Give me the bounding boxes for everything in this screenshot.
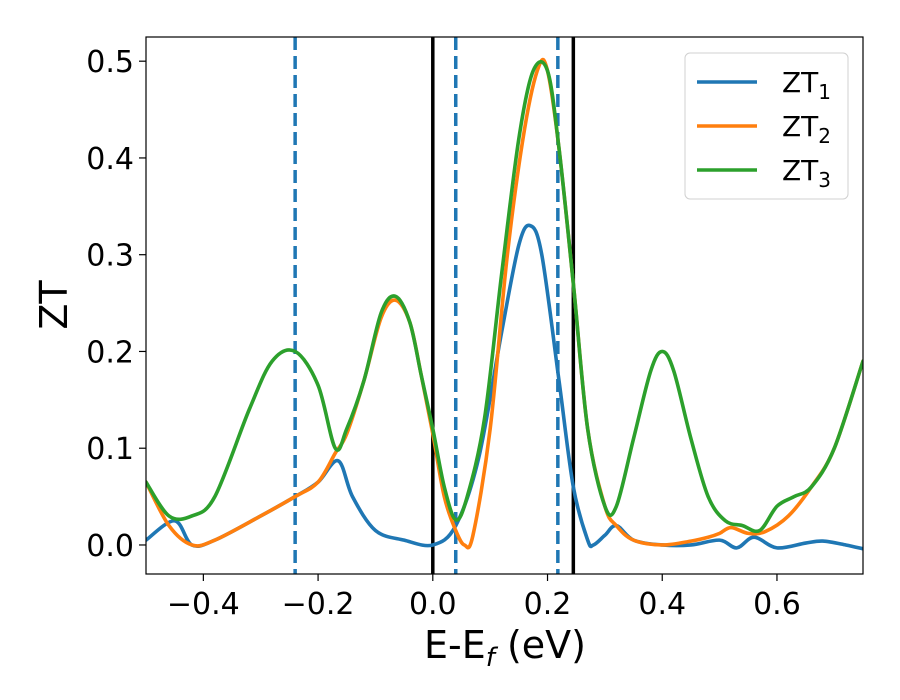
legend-label-zt1: ZT1 [782, 66, 831, 104]
x-tick-label: 0.6 [753, 587, 801, 622]
y-axis-ticks: 0.0 0.1 0.2 0.3 0.4 0.5 [86, 45, 146, 564]
legend-label-zt2: ZT2 [782, 110, 831, 148]
y-tick-label: 0.5 [86, 45, 134, 80]
legend: ZT1 ZT2 ZT3 [684, 52, 849, 200]
y-tick-label: 0.3 [86, 239, 134, 274]
x-tick-label: −0.4 [167, 587, 240, 622]
y-tick-label: 0.1 [86, 432, 134, 467]
plot-frame [145, 36, 864, 575]
x-tick-label: 0.2 [524, 587, 572, 622]
x-tick-label: 0.4 [638, 587, 686, 622]
y-axis-label: ZT [32, 280, 76, 330]
y-tick-label: 0.2 [86, 335, 134, 370]
reference-lines [293, 37, 576, 574]
x-axis-label: E-Ef (eV) [424, 623, 586, 673]
legend-box [684, 52, 849, 200]
y-tick-label: 0.4 [86, 142, 134, 177]
series-line-zt3 [146, 60, 863, 534]
legend-label-zt3: ZT3 [782, 154, 831, 192]
series-lines [146, 57, 863, 551]
series-line-zt2 [146, 57, 863, 550]
x-tick-label: 0.0 [409, 587, 457, 622]
y-tick-label: 0.0 [86, 529, 134, 564]
x-axis-ticks: −0.4 −0.2 0.0 0.2 0.4 0.6 [167, 574, 801, 622]
x-tick-label: −0.2 [282, 587, 355, 622]
